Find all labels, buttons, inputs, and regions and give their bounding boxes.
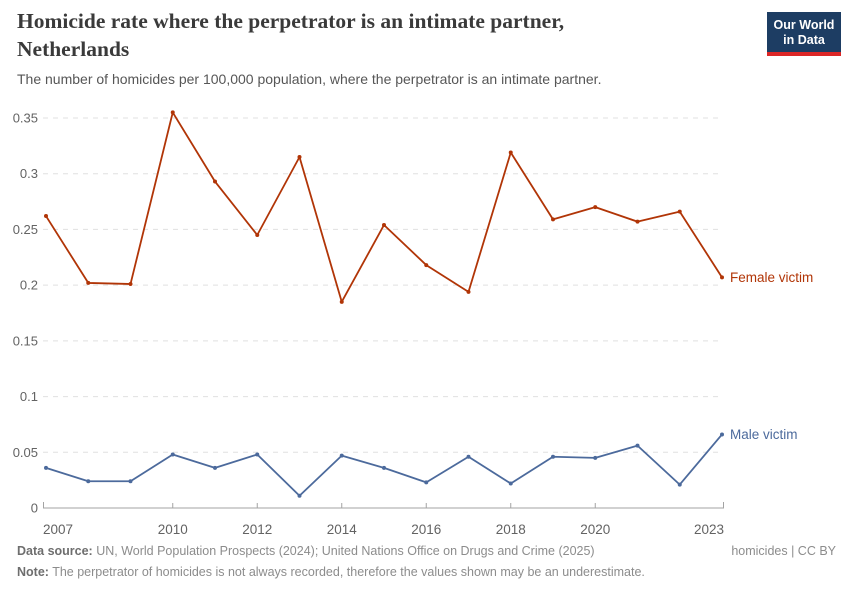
chart-title: Homicide rate where the perpetrator is a… [17, 8, 564, 63]
data-point-male-victim [593, 455, 598, 460]
data-point-female-victim [255, 233, 260, 237]
y-tick-label: 0.2 [20, 278, 38, 293]
chart-footer: Data source: UN, World Population Prospe… [17, 541, 836, 582]
owid-logo: Our World in Data [767, 12, 841, 56]
data-point-male-victim [720, 432, 724, 437]
owid-logo-line2: in Data [783, 32, 825, 47]
series-line-male-victim [45, 433, 723, 497]
x-tick-label: 2016 [411, 522, 441, 537]
data-point-female-victim [720, 275, 724, 280]
data-point-male-victim [382, 465, 386, 470]
chart-canvas: 0 0.05 0.1 0.15 0.2 0.25 0.3 0.35 2007 2010 2012 20… [13, 110, 813, 537]
data-point-female-victim [677, 209, 682, 214]
y-tick-label: 0 [31, 501, 38, 516]
x-tick-label: 2007 [43, 522, 73, 537]
y-tick-label: 0.25 [13, 222, 38, 237]
x-tick-label: 2018 [496, 522, 526, 537]
data-point-female-victim [128, 282, 133, 287]
series-end-label-male-victim: Male victim [730, 427, 798, 442]
data-point-male-victim [255, 452, 260, 457]
data-point-female-victim [593, 205, 598, 210]
x-tick-label: 2014 [327, 522, 358, 537]
data-point-female-victim [466, 289, 471, 294]
data-point-female-victim [424, 263, 429, 268]
data-source-label: Data source: [17, 544, 93, 558]
data-point-male-victim [677, 482, 682, 487]
data-point-male-victim [551, 454, 555, 459]
data-point-female-victim [382, 222, 386, 227]
data-point-male-victim [466, 454, 471, 459]
y-tick-label: 0.05 [13, 445, 38, 460]
series-end-label-female-victim: Female victim [730, 270, 813, 285]
y-tick-label: 0.15 [13, 333, 38, 348]
data-point-male-victim [44, 465, 48, 470]
data-source-text: UN, World Population Prospects (2024); U… [92, 544, 595, 558]
x-tick-label: 2010 [158, 522, 188, 537]
footnote-line: Note: The perpetrator of homicides is no… [17, 562, 836, 583]
y-tick-label: 0.3 [20, 166, 38, 181]
footnote-label: Note: [17, 564, 49, 579]
data-point-female-victim [508, 150, 513, 155]
data-point-female-victim [297, 155, 302, 159]
owid-logo-line1: Our World [773, 18, 835, 32]
data-point-male-victim [170, 452, 175, 457]
data-point-male-victim [635, 443, 640, 448]
data-point-male-victim [86, 479, 91, 484]
chart-subtitle: The number of homicides per 100,000 popu… [17, 71, 602, 87]
data-point-female-victim [213, 179, 217, 184]
data-point-female-victim [86, 280, 91, 285]
y-tick-label: 0.1 [20, 389, 38, 404]
x-tick-label: 2012 [242, 522, 272, 537]
footnote-text: The perpetrator of homicides is not alwa… [48, 564, 645, 579]
data-point-male-victim [128, 479, 133, 484]
y-tick-label: 0.35 [13, 111, 38, 126]
data-point-male-victim [339, 453, 344, 458]
license-text: homicides | CC BY [731, 544, 836, 558]
data-point-female-victim [635, 219, 640, 224]
chart-title-line1: Homicide rate where the perpetrator is a… [17, 9, 565, 33]
series-line-female-victim [45, 111, 723, 303]
x-tick-label: 2020 [580, 522, 610, 537]
chart-title-line2: Netherlands [17, 36, 130, 61]
data-point-male-victim [424, 480, 429, 485]
data-source-line: Data source: UN, World Population Prospe… [17, 541, 595, 562]
data-point-female-victim [44, 214, 48, 219]
data-point-male-victim [297, 493, 302, 498]
data-point-female-victim [339, 299, 344, 304]
line-chart: 0 0.05 0.1 0.15 0.2 0.25 0.3 0.35 2007 2010 2012 20… [0, 95, 850, 545]
data-point-male-victim [508, 481, 513, 486]
data-point-male-victim [213, 465, 217, 470]
data-point-female-victim [551, 217, 555, 222]
x-tick-label: 2023 [694, 522, 724, 537]
data-point-female-victim [170, 110, 175, 115]
